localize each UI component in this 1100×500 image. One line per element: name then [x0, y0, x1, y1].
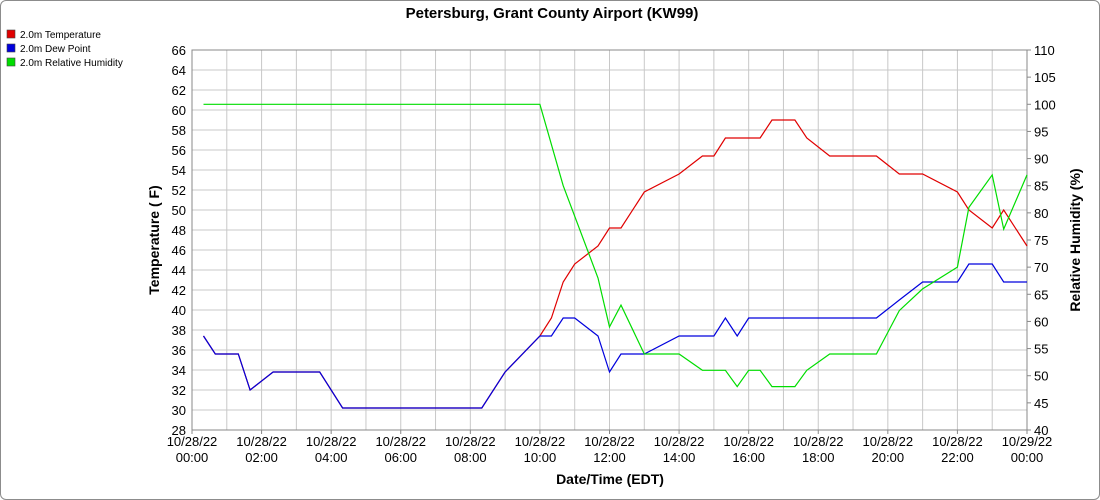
y-left-tick-label: 46 — [172, 243, 186, 258]
x-tick-date-label: 10/28/22 — [932, 434, 983, 449]
y-right-tick-label: 75 — [1034, 233, 1048, 248]
x-tick-time-label: 20:00 — [872, 450, 905, 465]
y-right-tick-label: 50 — [1034, 369, 1048, 384]
x-tick-time-label: 00:00 — [176, 450, 209, 465]
y-left-tick-label: 28 — [172, 423, 186, 438]
y-right-tick-label: 60 — [1034, 314, 1048, 329]
y-left-tick-label: 62 — [172, 83, 186, 98]
y-right-tick-label: 80 — [1034, 206, 1048, 221]
x-tick-time-label: 14:00 — [663, 450, 696, 465]
plot-border — [191, 49, 1028, 431]
y-left-tick-label: 36 — [172, 343, 186, 358]
y-left-tick-label: 44 — [172, 263, 186, 278]
series-line-2-0m-relative-humidity — [203, 103, 1028, 388]
legend-swatch — [6, 57, 16, 67]
x-tick-time-label: 16:00 — [732, 450, 765, 465]
x-tick-time-label: 08:00 — [454, 450, 487, 465]
y-right-tick-label: 110 — [1034, 43, 1055, 58]
y-left-tick-label: 42 — [172, 283, 186, 298]
y-left-tick-label: 30 — [172, 403, 186, 418]
legend: 2.0m Temperature 2.0m Dew Point 2.0m Relat… — [6, 29, 123, 69]
x-tick-time-label: 06:00 — [384, 450, 417, 465]
x-tick-date-label: 10/28/22 — [236, 434, 287, 449]
series-line-2-0m-temperature — [202, 119, 1028, 409]
y-left-tick-label: 54 — [172, 163, 186, 178]
x-tick-time-label: 00:00 — [1011, 450, 1044, 465]
x-tick-time-label: 10:00 — [524, 450, 557, 465]
y-right-tick-label: 45 — [1034, 396, 1048, 411]
y-right-tick-label: 90 — [1034, 152, 1048, 167]
y-left-tick-label: 38 — [172, 323, 186, 338]
x-tick-date-label: 10/28/22 — [723, 434, 774, 449]
y-axis-left-title: Temperature ( F) — [146, 185, 162, 294]
x-tick-time-label: 18:00 — [802, 450, 835, 465]
y-right-tick-label: 95 — [1034, 124, 1048, 139]
x-tick-date-label: 10/28/22 — [515, 434, 566, 449]
x-tick-date-label: 10/28/22 — [306, 434, 357, 449]
y-left-tick-label: 64 — [172, 63, 186, 78]
axes — [191, 49, 1031, 434]
x-tick-date-label: 10/28/22 — [445, 434, 496, 449]
x-axis-title: Date/Time (EDT) — [556, 471, 664, 487]
y-right-tick-label: 100 — [1034, 97, 1056, 112]
y-axis-right-title: Relative Humidity (%) — [1067, 168, 1083, 311]
y-left-tick-label: 66 — [172, 43, 186, 58]
x-tick-time-label: 22:00 — [941, 450, 974, 465]
y-left-tick-label: 52 — [172, 183, 186, 198]
x-tick-time-label: 04:00 — [315, 450, 348, 465]
x-tick-date-label: 10/28/22 — [584, 434, 635, 449]
y-left-tick-label: 34 — [172, 363, 186, 378]
y-left-tick-label: 56 — [172, 143, 186, 158]
y-left-tick-label: 58 — [172, 123, 186, 138]
x-tick-date-label: 10/29/22 — [1002, 434, 1053, 449]
legend-label: 2.0m Relative Humidity — [20, 58, 123, 69]
y-right-tick-label: 85 — [1034, 179, 1048, 194]
y-left-tick-label: 50 — [172, 203, 186, 218]
legend-label: 2.0m Dew Point — [20, 44, 91, 55]
x-tick-date-label: 10/28/22 — [793, 434, 844, 449]
x-tick-date-label: 10/28/22 — [375, 434, 426, 449]
series-lines — [202, 103, 1028, 409]
x-tick-date-label: 10/28/22 — [167, 434, 218, 449]
x-tick-time-label: 02:00 — [245, 450, 278, 465]
legend-swatch — [6, 43, 16, 53]
y-right-tick-label: 105 — [1034, 70, 1056, 85]
x-tick-date-label: 10/28/22 — [654, 434, 705, 449]
y-right-tick-label: 55 — [1034, 342, 1048, 357]
x-tick-date-label: 10/28/22 — [863, 434, 914, 449]
y-left-tick-label: 32 — [172, 383, 186, 398]
y-left-tick-label: 60 — [172, 103, 186, 118]
y-left-tick-label: 40 — [172, 303, 186, 318]
y-left-tick-label: 48 — [172, 223, 186, 238]
chart-title: Petersburg, Grant County Airport (KW99) — [406, 5, 699, 22]
legend-label: 2.0m Temperature — [20, 30, 101, 41]
y-right-tick-label: 40 — [1034, 423, 1048, 438]
y-right-tick-label: 65 — [1034, 287, 1048, 302]
legend-swatch — [6, 29, 16, 39]
y-right-tick-label: 70 — [1034, 260, 1048, 275]
x-tick-time-label: 12:00 — [593, 450, 626, 465]
tick-labels: 28 30 32 34 36 38 40 42 44 46 48 50 52 54 56 58 60 62 64 66… — [167, 43, 1056, 465]
series-line-2-0m-dew-point — [202, 263, 1027, 409]
